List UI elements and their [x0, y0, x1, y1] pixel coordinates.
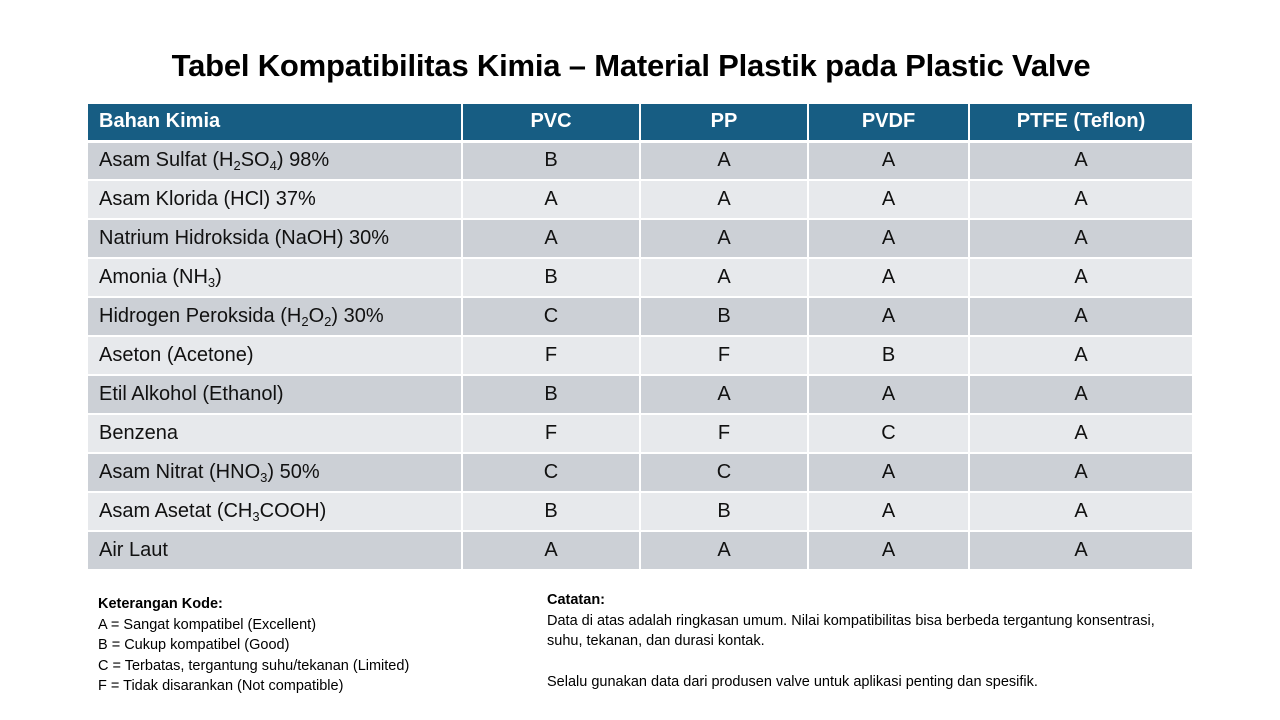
chemical-name-cell: Asam Nitrat (HNO3) 50% — [88, 453, 463, 493]
table-row: Asam Klorida (HCl) 37% A A A A — [88, 180, 1192, 220]
pvc-rating-cell: A — [462, 531, 641, 571]
pp-rating-cell: B — [640, 492, 809, 532]
pvc-rating-cell: B — [462, 258, 641, 298]
column-header-ptfe: PTFE (Teflon) — [969, 104, 1192, 143]
table-header-row: Bahan Kimia PVC PP PVDF PTFE (Teflon) — [88, 104, 1192, 143]
page-title: Tabel Kompatibilitas Kimia – Material Pl… — [171, 48, 1091, 83]
chemical-name-cell: Asam Sulfat (H2SO4) 98% — [88, 141, 463, 181]
column-header-chemical: Bahan Kimia — [88, 104, 463, 143]
table-row: Asam Sulfat (H2SO4) 98% B A A A — [88, 141, 1192, 181]
ptfe-rating-cell: A — [969, 141, 1192, 181]
notes: Catatan: Data di atas adalah ringkasan u… — [547, 590, 1187, 692]
column-header-pvdf: PVDF — [808, 104, 970, 143]
ptfe-rating-cell: A — [969, 336, 1192, 376]
pvdf-rating-cell: A — [808, 492, 970, 532]
ptfe-rating-cell: A — [969, 297, 1192, 337]
pvc-rating-cell: F — [462, 336, 641, 376]
table-row: Asam Asetat (CH3COOH) B B A A — [88, 492, 1192, 532]
table-row: Aseton (Acetone) F F B A — [88, 336, 1192, 376]
pp-rating-cell: C — [640, 453, 809, 493]
table-row: Natrium Hidroksida (NaOH) 30% A A A A — [88, 219, 1192, 259]
legend-item: A = Sangat kompatibel (Excellent) — [98, 616, 317, 633]
pp-rating-cell: A — [640, 180, 809, 220]
pvc-rating-cell: C — [462, 453, 641, 493]
pvc-rating-cell: B — [462, 375, 641, 415]
legend: Keterangan Kode: A = Sangat kompatibel (… — [98, 594, 498, 697]
pvdf-rating-cell: A — [808, 453, 970, 493]
pp-rating-cell: F — [640, 336, 809, 376]
chemical-name-cell: Asam Asetat (CH3COOH) — [88, 492, 463, 532]
ptfe-rating-cell: A — [969, 531, 1192, 571]
ptfe-rating-cell: A — [969, 258, 1192, 298]
notes-paragraph: Selalu gunakan data dari produsen valve … — [547, 673, 1038, 690]
pp-rating-cell: A — [640, 258, 809, 298]
chemical-name-cell: Natrium Hidroksida (NaOH) 30% — [88, 219, 463, 259]
chemical-name-cell: Air Laut — [88, 531, 463, 571]
pp-rating-cell: A — [640, 219, 809, 259]
pvdf-rating-cell: B — [808, 336, 970, 376]
legend-item: C = Terbatas, tergantung suhu/tekanan (L… — [98, 657, 410, 674]
chemical-name-cell: Hidrogen Peroksida (H2O2) 30% — [88, 297, 463, 337]
table-row: Air Laut A A A A — [88, 531, 1192, 571]
pvc-rating-cell: A — [462, 219, 641, 259]
pvc-rating-cell: B — [462, 492, 641, 532]
notes-heading: Catatan: — [547, 592, 606, 608]
pvc-rating-cell: A — [462, 180, 641, 220]
pp-rating-cell: A — [640, 375, 809, 415]
pvdf-rating-cell: A — [808, 297, 970, 337]
legend-heading: Keterangan Kode: — [98, 596, 223, 612]
pp-rating-cell: A — [640, 531, 809, 571]
table-row: Amonia (NH3) B A A A — [88, 258, 1192, 298]
pvc-rating-cell: C — [462, 297, 641, 337]
pp-rating-cell: F — [640, 414, 809, 454]
ptfe-rating-cell: A — [969, 180, 1192, 220]
pvdf-rating-cell: C — [808, 414, 970, 454]
table-row: Etil Alkohol (Ethanol) B A A A — [88, 375, 1192, 415]
table-row: Benzena F F C A — [88, 414, 1192, 454]
pvdf-rating-cell: A — [808, 141, 970, 181]
ptfe-rating-cell: A — [969, 375, 1192, 415]
notes-paragraph: Data di atas adalah ringkasan umum. Nila… — [547, 612, 1155, 650]
column-header-pp: PP — [640, 104, 809, 143]
ptfe-rating-cell: A — [969, 492, 1192, 532]
pvdf-rating-cell: A — [808, 531, 970, 571]
table-row: Hidrogen Peroksida (H2O2) 30% C B A A — [88, 297, 1192, 337]
column-header-pvc: PVC — [462, 104, 641, 143]
pvc-rating-cell: F — [462, 414, 641, 454]
pp-rating-cell: B — [640, 297, 809, 337]
chemical-name-cell: Etil Alkohol (Ethanol) — [88, 375, 463, 415]
legend-item: B = Cukup kompatibel (Good) — [98, 637, 290, 653]
ptfe-rating-cell: A — [969, 453, 1192, 493]
legend-item: F = Tidak disarankan (Not compatible) — [98, 678, 344, 694]
ptfe-rating-cell: A — [969, 414, 1192, 454]
pvdf-rating-cell: A — [808, 219, 970, 259]
chemical-name-cell: Benzena — [88, 414, 463, 454]
chemical-name-cell: Amonia (NH3) — [88, 258, 463, 298]
pvc-rating-cell: B — [462, 141, 641, 181]
table-body: Asam Sulfat (H2SO4) 98% B A A A Asam Klorida … — [88, 141, 1192, 571]
chemical-name-cell: Asam Klorida (HCl) 37% — [88, 180, 463, 220]
pvdf-rating-cell: A — [808, 375, 970, 415]
pvdf-rating-cell: A — [808, 258, 970, 298]
ptfe-rating-cell: A — [969, 219, 1192, 259]
pp-rating-cell: A — [640, 141, 809, 181]
pvdf-rating-cell: A — [808, 180, 970, 220]
table-row: Asam Nitrat (HNO3) 50% C C A A — [88, 453, 1192, 493]
chemical-name-cell: Aseton (Acetone) — [88, 336, 463, 376]
compatibility-table: Bahan Kimia PVC PP PVDF PTFE (Teflon) As… — [88, 104, 1192, 571]
